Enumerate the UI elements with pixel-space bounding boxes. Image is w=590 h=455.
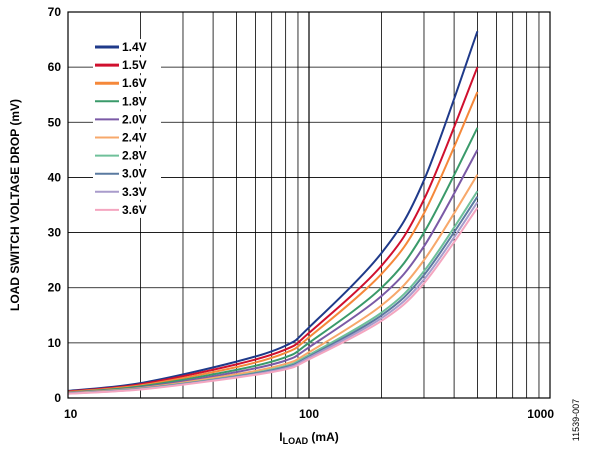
x-tick-label: 100	[299, 407, 319, 421]
x-axis-label: ILOAD (mA)	[279, 430, 339, 446]
legend-label-1.5V: 1.5V	[122, 58, 147, 72]
figure-id: 11539-007	[571, 399, 581, 441]
series-line-1.8V	[67, 127, 479, 394]
series-line-1.4V	[67, 30, 479, 392]
y-tick-label: 50	[48, 115, 62, 129]
x-axis-label-subscript: LOAD	[283, 436, 309, 446]
legend-item-bg	[93, 129, 161, 146]
series-line-1.5V	[67, 66, 479, 393]
y-tick-label: 20	[48, 281, 62, 295]
x-tick-label: 1000	[527, 407, 554, 421]
legend-label-3.3V: 3.3V	[122, 185, 147, 199]
legend-label-3.0V: 3.0V	[122, 167, 147, 181]
x-tick-label: 10	[64, 407, 78, 421]
series-lines	[67, 30, 479, 395]
legend-label-1.6V: 1.6V	[122, 76, 147, 90]
legend-item-bg	[93, 111, 161, 128]
series-line-3.6V	[67, 207, 479, 395]
legend-item-bg	[93, 93, 161, 110]
legend-label-1.4V: 1.4V	[122, 40, 147, 54]
y-tick-labels: 0 10 20 30 40 50 60 70	[48, 5, 62, 405]
legend-item-bg	[93, 165, 161, 182]
legend-item-bg	[93, 57, 161, 74]
legend-item-bg	[93, 201, 161, 218]
legend-label-2.0V: 2.0V	[122, 112, 147, 126]
x-tick-labels: 10 100 1000	[64, 407, 554, 421]
y-tick-label: 60	[48, 60, 62, 74]
legend-item-bg	[93, 183, 161, 200]
legend-label-2.4V: 2.4V	[122, 131, 147, 145]
legend-item-bg	[93, 75, 161, 92]
series-line-1.6V	[67, 91, 479, 393]
y-axis-label: LOAD SWITCH VOLTAGE DROP (mV)	[8, 99, 22, 311]
legend-label-2.8V: 2.8V	[122, 149, 147, 163]
legend: 1.4V 1.5V 1.6V 1.8V 2.0V 2.4V 2.8V 3.0V 3.3V 3.6V	[93, 39, 161, 218]
y-tick-label: 70	[48, 5, 62, 19]
y-tick-label: 40	[48, 170, 62, 184]
y-tick-label: 30	[48, 226, 62, 240]
legend-item-bg	[93, 147, 161, 164]
legend-label-1.8V: 1.8V	[122, 94, 147, 108]
x-axis-label-unit: (mA)	[308, 430, 339, 444]
legend-item-bg	[93, 39, 161, 55]
plot-frame	[67, 11, 551, 399]
y-tick-label: 0	[54, 391, 61, 405]
y-tick-label: 10	[48, 336, 62, 350]
legend-label-3.6V: 3.6V	[122, 203, 147, 217]
x-axis-label-main: I	[279, 430, 282, 444]
